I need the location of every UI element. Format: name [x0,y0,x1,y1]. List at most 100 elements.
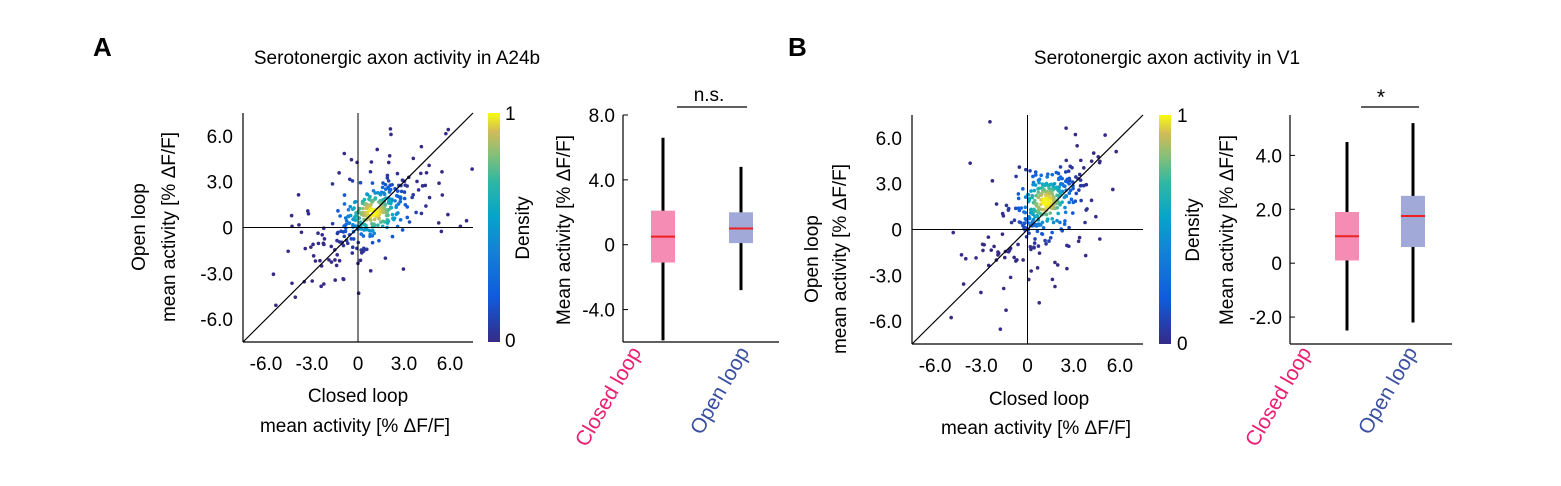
scatter-point [1054,170,1059,175]
scatter-point [1098,237,1102,241]
scatter-point [350,245,355,250]
scatter-point [1082,183,1086,188]
scatter-point [338,214,342,218]
scatter-point [1032,241,1037,245]
category-label-closed-loop: Closed loop [1241,343,1316,451]
scatter-point [344,222,348,227]
scatter-point [387,187,392,192]
scatter-point [1051,198,1056,202]
scatter-point [436,221,441,225]
scatter-point [986,235,991,239]
scatter-point [343,229,348,234]
scatter-point [1008,275,1013,280]
scatter-point [1045,217,1050,221]
scatter-point [370,181,375,185]
scatter-point [1016,192,1021,196]
x-tick-label: 0 [353,354,364,375]
colorbar-label: Density [513,196,534,260]
scatter-point [377,238,381,243]
scatter-point [1114,149,1118,154]
scatter-point [410,195,414,200]
scatter-point [1036,244,1041,248]
scatter-point [949,315,953,320]
x-axis-label-line2: mean activity [% ΔF/F] [941,418,1131,439]
scatter-point [1030,195,1035,200]
scatter-point [343,226,348,230]
scatter-point [398,196,403,201]
scatter-point [309,245,313,249]
scatter-point [992,244,996,249]
scatter-point [1074,191,1079,196]
scatter-plot: -6.0 -6.0 -3.0 -3.0 0 0 3.0 3.0 6.0 6.0 Closed lo… [129,112,474,437]
scatter-point [303,246,308,251]
scatter-point [1023,167,1028,172]
scatter-point [403,202,408,207]
scatter-point [1036,195,1041,200]
scatter-point [330,221,335,226]
scatter-point [470,167,474,171]
scatter-point [342,193,347,197]
scatter-point [373,191,378,195]
scatter-point [1045,172,1050,176]
scatter-point [387,190,392,194]
scatter-point [1048,235,1053,240]
scatter-point [1084,208,1088,212]
x-tick-label: -3.0 [296,354,329,375]
x-axis-label-line1: Closed loop [308,386,408,407]
scatter-point [389,132,393,137]
y-tick-label: 6.0 [207,127,233,148]
scatter-point [394,212,399,216]
scatter-point [1043,202,1048,206]
y-tick-label: 8.0 [589,106,615,127]
scatter-point [402,196,407,201]
scatter-point [1079,158,1083,163]
x-tick-label: 3.0 [391,354,417,375]
y-axis-label-line1: Open loop [129,183,150,271]
scatter-point [1040,220,1045,225]
scatter-point [342,202,347,206]
panel-a: A Serotonergic axon activity in A24b -6.… [93,32,779,451]
scatter-point [384,213,389,218]
y-tick-label: 3.0 [876,175,902,196]
scatter-point [968,161,972,165]
scatter-point [1033,183,1038,187]
scatter-point [1028,244,1033,249]
scatter-point [370,199,375,204]
scatter-point [1032,245,1036,249]
scatter-point [1042,199,1047,203]
scatter-point [1071,200,1076,205]
scatter-point [1017,208,1022,213]
category-label-open-loop: Open loop [1354,343,1422,438]
scatter-point [305,209,310,213]
scatter-point [981,248,985,253]
scatter-point [1063,179,1068,183]
scatter-point [1056,211,1060,216]
scatter-point [380,185,385,190]
scatter-point [1046,183,1051,188]
scatter-point [1050,192,1055,196]
y-axis-label-line2: mean activity [% ΔF/F] [159,132,180,322]
scatter-point [1071,186,1075,191]
scatter-point [348,204,353,209]
y-axis-label-line2: mean activity [% ΔF/F] [830,164,851,354]
scatter-point [1094,214,1098,219]
colorbar-max-label: 1 [505,104,516,125]
scatter-point [1067,191,1072,196]
scatter-point [1103,133,1107,137]
x-tick-label: 3.0 [1060,356,1086,377]
scatter-point [1021,187,1025,191]
scatter-point [1019,206,1024,210]
scatter-point [1058,165,1063,169]
scatter-point [1001,286,1006,291]
scatter-point [1068,164,1073,169]
y-tick-label: 4.0 [1256,146,1282,167]
scatter-point [360,210,365,215]
scatter-point [1047,186,1051,191]
scatter-point [313,259,318,263]
scatter-point [386,179,391,183]
scatter-point [1023,210,1028,215]
scatter-point [358,180,363,185]
scatter-point [369,218,373,222]
scatter-point [1021,258,1025,262]
scatter-point [974,256,978,260]
